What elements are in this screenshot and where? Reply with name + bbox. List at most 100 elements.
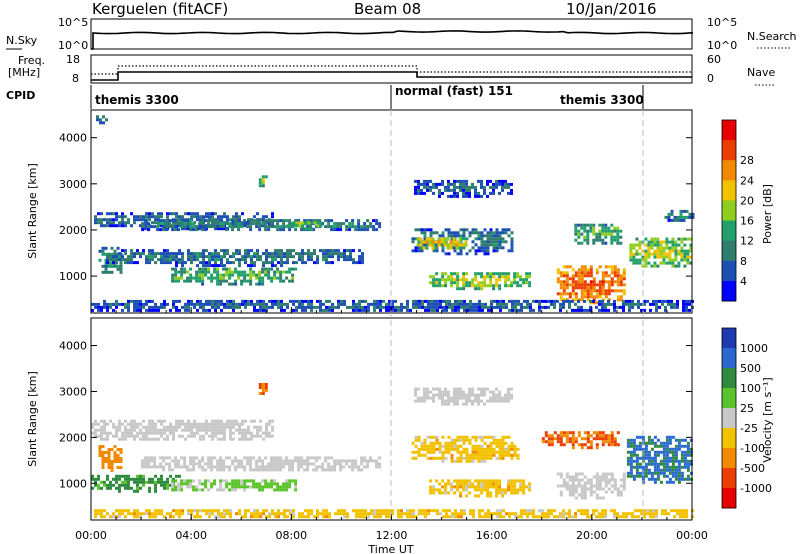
heatmap-cell-velocity bbox=[429, 479, 433, 483]
heatmap-cell-power bbox=[343, 249, 346, 253]
heatmap-cell-velocity bbox=[148, 512, 151, 516]
heatmap-cell-velocity bbox=[300, 462, 304, 466]
heatmap-cell-power bbox=[258, 228, 262, 232]
heatmap-cell-velocity bbox=[214, 419, 217, 423]
heatmap-cell-power bbox=[423, 231, 427, 235]
heatmap-cell-power bbox=[244, 252, 247, 256]
heatmap-cell-power bbox=[223, 264, 226, 268]
heatmap-cell-velocity bbox=[261, 383, 265, 386]
heatmap-cell-power bbox=[559, 292, 563, 296]
heatmap-cell-power bbox=[181, 305, 184, 309]
heatmap-cell-power bbox=[541, 305, 544, 309]
heatmap-cell-power bbox=[240, 273, 244, 277]
heatmap-cell-power bbox=[103, 224, 106, 228]
heatmap-cell-velocity bbox=[279, 485, 283, 489]
heatmap-cell-power bbox=[456, 252, 460, 256]
heatmap-cell-velocity bbox=[498, 399, 501, 403]
heatmap-cell-power bbox=[169, 261, 172, 265]
heatmap-cell-velocity bbox=[444, 488, 448, 492]
heatmap-cell-power bbox=[306, 219, 310, 223]
heatmap-cell-velocity bbox=[204, 482, 208, 486]
heatmap-cell-velocity bbox=[154, 509, 157, 513]
heatmap-cell-power bbox=[249, 219, 253, 223]
heatmap-cell-velocity bbox=[240, 459, 244, 463]
heatmap-cell-velocity bbox=[674, 471, 678, 475]
heatmap-cell-velocity bbox=[211, 512, 214, 516]
heatmap-cell-velocity bbox=[441, 456, 445, 460]
heatmap-cell-power bbox=[249, 225, 253, 229]
heatmap-cell-power bbox=[586, 289, 590, 293]
heatmap-cell-power bbox=[586, 295, 590, 299]
heatmap-cell-velocity bbox=[312, 456, 316, 460]
heatmap-cell-velocity bbox=[127, 480, 130, 484]
heatmap-cell-power bbox=[214, 249, 217, 253]
heatmap-cell-velocity bbox=[322, 515, 325, 519]
heatmap-cell-velocity bbox=[159, 456, 163, 460]
heatmap-cell-power bbox=[220, 215, 223, 219]
heatmap-cell-power bbox=[388, 308, 391, 312]
heatmap-cell-velocity bbox=[508, 512, 511, 516]
heatmap-cell-velocity bbox=[234, 488, 238, 492]
heatmap-cell-velocity bbox=[613, 437, 617, 441]
heatmap-cell-velocity bbox=[351, 462, 355, 466]
heatmap-cell-velocity bbox=[213, 465, 217, 469]
heatmap-cell-velocity bbox=[610, 431, 614, 435]
heatmap-cell-velocity bbox=[652, 509, 655, 513]
heatmap-cell-power bbox=[689, 243, 693, 247]
heatmap-cell-velocity bbox=[492, 393, 495, 397]
heatmap-cell-power bbox=[361, 261, 364, 265]
heatmap-cell-power bbox=[113, 264, 117, 268]
heatmap-cell-velocity bbox=[94, 483, 97, 487]
heatmap-cell-velocity bbox=[432, 399, 435, 403]
heatmap-cell-power bbox=[462, 281, 466, 285]
heatmap-cell-power bbox=[631, 299, 634, 303]
heatmap-cell-power bbox=[223, 215, 226, 219]
heatmap-cell-power bbox=[565, 274, 569, 278]
heatmap-cell-power bbox=[483, 228, 487, 232]
y-tick-label: 3000 bbox=[59, 178, 87, 191]
heatmap-cell-velocity bbox=[498, 482, 502, 486]
heatmap-cell-power bbox=[211, 221, 214, 225]
heatmap-cell-power bbox=[133, 255, 136, 259]
heatmap-cell-velocity bbox=[104, 460, 108, 463]
heatmap-cell-power bbox=[351, 222, 355, 226]
heatmap-cell-velocity bbox=[441, 435, 445, 439]
heatmap-cell-power bbox=[101, 252, 105, 256]
heatmap-cell-power bbox=[304, 221, 308, 225]
heatmap-cell-power bbox=[456, 194, 459, 198]
heatmap-cell-velocity bbox=[577, 509, 580, 513]
heatmap-cell-velocity bbox=[459, 393, 462, 397]
heatmap-cell-power bbox=[148, 261, 151, 265]
heatmap-cell-power bbox=[348, 225, 352, 229]
heatmap-cell-velocity bbox=[486, 494, 490, 498]
heatmap-cell-power bbox=[580, 268, 584, 272]
heatmap-cell-velocity bbox=[586, 481, 590, 485]
heatmap-cell-velocity bbox=[622, 478, 626, 482]
heatmap-cell-power bbox=[496, 299, 499, 303]
heatmap-cell-power bbox=[348, 222, 352, 226]
heatmap-cell-power bbox=[154, 252, 157, 256]
heatmap-cell-velocity bbox=[241, 434, 244, 438]
heatmap-cell-velocity bbox=[662, 444, 666, 448]
heatmap-cell-power bbox=[261, 279, 265, 283]
heatmap-cell-power bbox=[610, 223, 614, 227]
heatmap-cell-power bbox=[205, 308, 208, 312]
heatmap-cell-velocity bbox=[103, 419, 106, 423]
heatmap-cell-velocity bbox=[97, 486, 100, 490]
heatmap-cell-velocity bbox=[679, 515, 682, 519]
heatmap-cell-power bbox=[586, 298, 590, 302]
heatmap-cell-velocity bbox=[610, 443, 614, 447]
heatmap-cell-velocity bbox=[653, 471, 657, 475]
heatmap-cell-power bbox=[421, 299, 424, 303]
heatmap-cell-velocity bbox=[133, 477, 136, 481]
heatmap-cell-velocity bbox=[650, 456, 654, 460]
heatmap-cell-power bbox=[451, 308, 454, 312]
heatmap-cell-velocity bbox=[222, 488, 226, 492]
heatmap-cell-velocity bbox=[686, 453, 690, 457]
heatmap-cell-power bbox=[659, 249, 663, 253]
heatmap-cell-power bbox=[352, 302, 355, 306]
heatmap-cell-velocity bbox=[451, 515, 454, 519]
heatmap-cell-velocity bbox=[453, 491, 457, 495]
heatmap-cell-velocity bbox=[207, 488, 211, 492]
heatmap-cell-velocity bbox=[196, 431, 199, 435]
